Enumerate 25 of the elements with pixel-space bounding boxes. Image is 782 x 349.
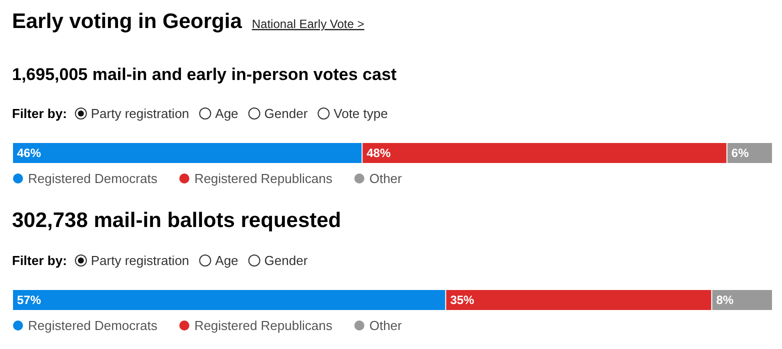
legend-label: Registered Republicans (194, 318, 333, 333)
legend-label: Other (369, 318, 403, 333)
text: Filter by: (12, 106, 67, 121)
data-label: 8% (716, 293, 734, 307)
text: Filter by: (12, 253, 67, 268)
chart-title: Early voting in Georgia (12, 10, 242, 33)
data-label: 48% (366, 146, 391, 160)
legend-label: Registered Democrats (28, 171, 158, 186)
text: Vote type (334, 106, 388, 121)
text: National Early Vote > (252, 17, 364, 31)
text: Party registration (90, 106, 190, 121)
data-label: 35% (450, 293, 475, 307)
chart-subtitle: 1,695,005 mail-in and early in-person votes cast (12, 65, 397, 84)
text: Gender (264, 106, 308, 121)
data-label: 46% (17, 146, 42, 160)
data-label: 57% (17, 293, 42, 307)
text: Gender (264, 253, 308, 268)
text: Age (215, 253, 238, 268)
legend-label: Registered Republicans (194, 171, 333, 186)
text: Age (215, 106, 238, 121)
chart-title: 302,738 mail-in ballots requested (12, 209, 342, 232)
data-label: 6% (731, 146, 750, 160)
legend-label: Registered Democrats (28, 318, 158, 333)
text: Party registration (90, 253, 190, 268)
legend-label: Other (369, 171, 403, 186)
